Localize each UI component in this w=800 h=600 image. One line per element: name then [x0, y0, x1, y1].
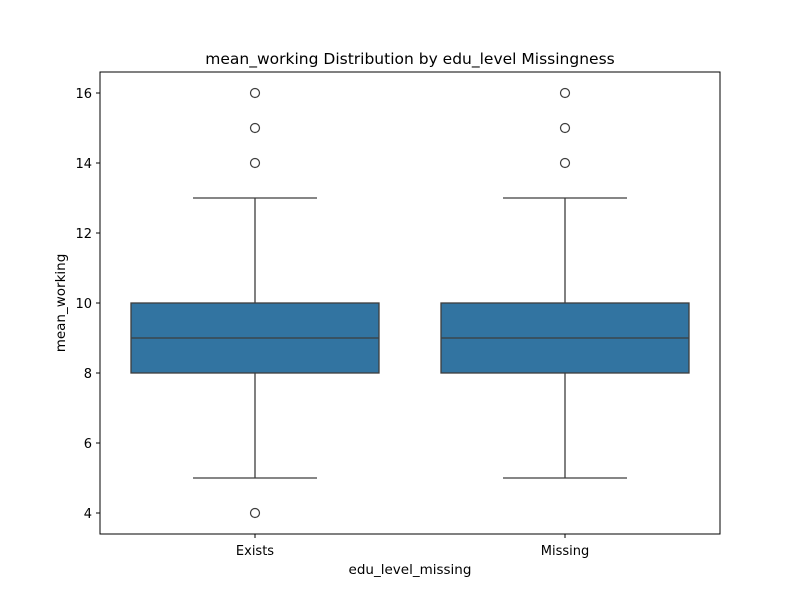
- y-tick-label: 4: [84, 507, 92, 522]
- y-axis-label: mean_working: [53, 254, 69, 353]
- outlier-point: [559, 157, 571, 169]
- y-tick-label: 6: [84, 437, 92, 452]
- outlier-point: [249, 122, 261, 134]
- outlier-point: [559, 122, 571, 134]
- y-tick-label: 14: [75, 157, 92, 172]
- x-tick-label: Missing: [541, 544, 589, 559]
- x-axis-label: edu_level_missing: [349, 562, 472, 578]
- box-group-exists: [130, 87, 380, 519]
- outlier-point: [559, 87, 571, 99]
- y-tick-label: 12: [75, 227, 92, 242]
- box-group-missing: [440, 87, 690, 479]
- chart-title: mean_working Distribution by edu_level M…: [205, 50, 614, 69]
- y-tick-label: 8: [84, 367, 92, 382]
- outlier-point: [249, 157, 261, 169]
- x-tick-label: Exists: [236, 544, 274, 559]
- outlier-point: [249, 87, 261, 99]
- outlier-point: [249, 507, 261, 519]
- y-tick-label: 16: [75, 87, 92, 102]
- y-tick-label: 10: [75, 297, 92, 312]
